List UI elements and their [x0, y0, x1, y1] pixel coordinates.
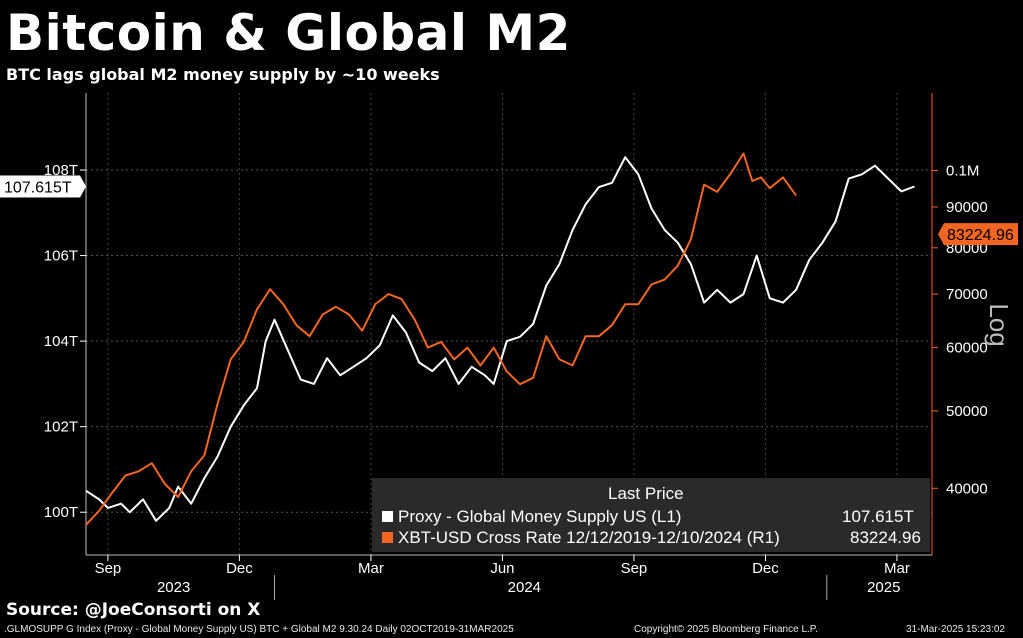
left-tick-label: 102T [44, 419, 78, 436]
right-tick-label: 0.1M [946, 162, 979, 179]
x-tick-label: Dec [752, 560, 779, 577]
x-tick-label: Jun [490, 560, 514, 577]
right-last-value-box [944, 223, 1018, 246]
right-tick-label: 40000 [946, 480, 988, 497]
left-tick-label: 106T [44, 248, 78, 265]
legend-swatch-btc [382, 532, 393, 543]
right-tick-label: 90000 [946, 199, 988, 216]
x-year-label: 2023 [157, 579, 190, 596]
series-line-m2 [85, 156, 915, 522]
series-line-btc [85, 152, 797, 526]
x-tick-label: Dec [226, 560, 253, 577]
chart-title: Bitcoin & Global M2 [6, 4, 571, 62]
x-tick-label: Sep [95, 560, 122, 577]
legend-header: Last Price [608, 484, 684, 503]
x-year-label: 2025 [867, 579, 900, 596]
left-tick-label: 104T [44, 333, 78, 350]
legend-label-btc: XBT-USD Cross Rate 12/12/2019-12/10/2024… [398, 528, 780, 547]
left-tick-label: 108T [44, 162, 78, 179]
copyright: Copyright© 2025 Bloomberg Finance L.P. [634, 624, 818, 635]
legend-label-m2: Proxy - Global Money Supply US (L1) [398, 507, 682, 526]
x-year-label: 2024 [508, 579, 541, 596]
x-tick-label: Mar [358, 560, 384, 577]
right-tick-label: 50000 [946, 403, 988, 420]
right-last-value-label: 83224.96 [947, 227, 1014, 244]
source-credit: Source: @JoeConsorti on X [6, 600, 261, 620]
right-last-value-pointer [938, 223, 944, 246]
index-info: .GLMOSUPP G Index (Proxy - Global Money … [4, 624, 514, 635]
right-tick-label: 60000 [946, 340, 988, 357]
left-last-value-box [0, 175, 80, 198]
left-tick-label: 100T [44, 504, 78, 521]
legend-box: Last Price Proxy - Global Money Supply U… [372, 478, 930, 552]
legend-row-btc: XBT-USD Cross Rate 12/12/2019-12/10/2024… [382, 528, 921, 548]
right-axis-scale-label: Log [984, 303, 1014, 346]
x-tick-label: Sep [621, 560, 648, 577]
x-tick-label: Mar [884, 560, 910, 577]
timestamp: 31-Mar-2025 15:23:02 [906, 624, 1005, 635]
legend-swatch-m2 [382, 511, 393, 522]
right-tick-label: 70000 [946, 286, 988, 303]
legend-row-m2: Proxy - Global Money Supply US (L1) 107.… [382, 507, 914, 527]
left-last-value-label: 107.615T [4, 179, 72, 196]
legend-value-m2: 107.615T [842, 507, 914, 526]
left-last-value-pointer [80, 175, 86, 198]
chart-subtitle: BTC lags global M2 money supply by ~10 w… [6, 65, 440, 84]
legend-value-btc: 83224.96 [850, 528, 921, 547]
